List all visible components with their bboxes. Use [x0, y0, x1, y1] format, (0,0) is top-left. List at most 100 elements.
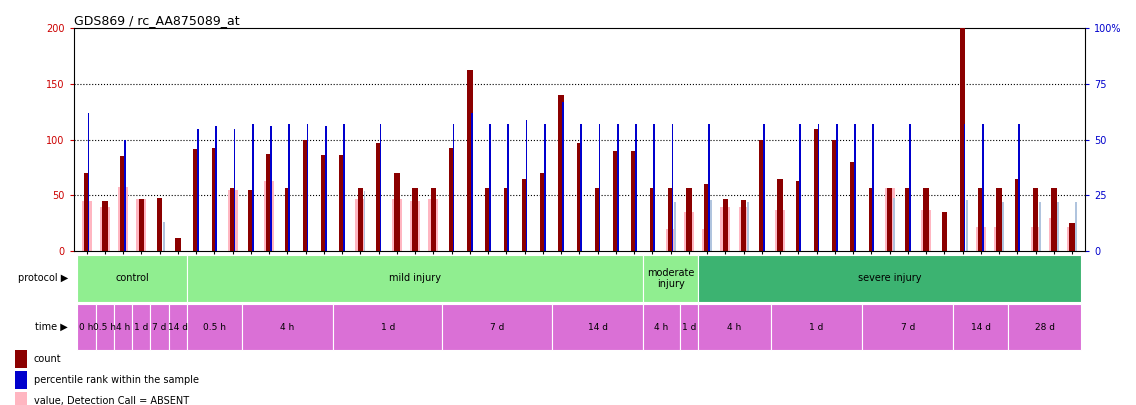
Bar [1018, 124, 1020, 251]
Bar [392, 199, 402, 251]
Bar [449, 147, 454, 251]
Bar [1069, 223, 1075, 251]
Text: 1 d: 1 d [134, 322, 149, 332]
Bar [720, 207, 730, 251]
Bar [488, 124, 491, 251]
Text: 0 h: 0 h [80, 322, 94, 332]
Bar [333, 304, 443, 350]
Bar [229, 188, 235, 251]
Bar [289, 124, 290, 251]
Bar [120, 156, 126, 251]
Bar [710, 200, 712, 251]
Bar [114, 304, 132, 350]
Bar [1049, 218, 1059, 251]
Bar [942, 212, 947, 251]
Bar [169, 304, 187, 350]
Bar [1014, 179, 1020, 251]
Bar [485, 188, 491, 251]
Bar [356, 199, 366, 251]
Bar [544, 124, 545, 251]
Bar [150, 304, 169, 350]
Bar [562, 102, 563, 251]
Bar [193, 149, 199, 251]
Bar [994, 227, 1004, 251]
Bar [508, 124, 509, 251]
Bar [905, 188, 911, 251]
Bar [704, 184, 710, 251]
Bar [1030, 227, 1041, 251]
Text: 14 d: 14 d [168, 322, 187, 332]
Bar [996, 188, 1002, 251]
Text: GDS869 / rc_AA875089_at: GDS869 / rc_AA875089_at [74, 14, 240, 27]
Text: 0.5 h: 0.5 h [203, 322, 226, 332]
Bar [187, 304, 242, 350]
Bar [470, 113, 473, 251]
Bar [960, 28, 966, 251]
Bar [526, 119, 527, 251]
Bar [643, 255, 698, 302]
Bar [234, 129, 235, 251]
Bar [924, 188, 929, 251]
Bar [738, 207, 749, 251]
Bar [431, 188, 436, 251]
Bar [869, 188, 874, 251]
Bar [650, 188, 655, 251]
Bar [162, 222, 165, 251]
Bar [1009, 304, 1081, 350]
Bar [982, 124, 984, 251]
Bar [617, 124, 619, 251]
Bar [684, 212, 694, 251]
Bar [862, 304, 953, 350]
Bar [394, 173, 400, 251]
Bar [264, 181, 274, 251]
Text: value, Detection Call = ABSENT: value, Detection Call = ABSENT [34, 396, 189, 405]
Text: 0.5 h: 0.5 h [93, 322, 116, 332]
Text: protocol ▶: protocol ▶ [18, 273, 68, 283]
Bar [1051, 188, 1056, 251]
Bar [307, 124, 308, 251]
Text: severe injury: severe injury [858, 273, 921, 283]
Text: 1 d: 1 d [682, 322, 696, 332]
Bar [800, 124, 801, 251]
Text: 1 d: 1 d [381, 322, 395, 332]
Bar [921, 210, 932, 251]
Bar [252, 124, 253, 251]
Text: time ▶: time ▶ [35, 322, 68, 332]
Bar [851, 162, 855, 251]
Bar [77, 255, 187, 302]
Bar [303, 140, 308, 251]
Bar [698, 255, 1081, 302]
Bar [132, 304, 150, 350]
Bar [157, 198, 162, 251]
Text: moderate
injury: moderate injury [646, 268, 694, 289]
Bar [211, 147, 217, 251]
Text: 4 h: 4 h [116, 322, 131, 332]
Bar [599, 124, 600, 251]
Bar [503, 188, 509, 251]
Bar [285, 188, 290, 251]
Bar [577, 143, 582, 251]
Bar [102, 201, 108, 251]
Bar [777, 179, 783, 251]
Bar [321, 155, 327, 251]
Bar [832, 140, 837, 251]
Bar [698, 304, 771, 350]
Bar [343, 124, 345, 251]
Bar [746, 202, 749, 251]
Text: mild injury: mild injury [390, 273, 441, 283]
Bar [325, 126, 327, 251]
Bar [1076, 202, 1077, 251]
Bar [84, 173, 90, 251]
Bar [595, 188, 600, 251]
Bar [118, 186, 128, 251]
Bar [15, 371, 27, 389]
Bar [722, 199, 728, 251]
Bar [452, 124, 454, 251]
Bar [653, 124, 655, 251]
Bar [82, 201, 92, 251]
Bar [136, 199, 147, 251]
Bar [559, 95, 563, 251]
Text: percentile rank within the sample: percentile rank within the sample [34, 375, 199, 385]
Bar [266, 154, 272, 251]
Bar [87, 113, 90, 251]
